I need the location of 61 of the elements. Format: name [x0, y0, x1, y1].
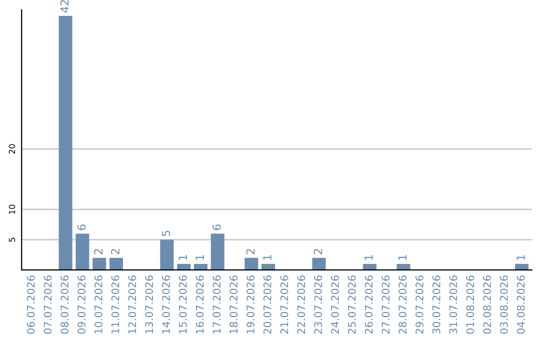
bar [76, 234, 90, 270]
data-label: 2 [314, 249, 322, 254]
x-tick-label: 03.08.2026 [500, 275, 508, 334]
bar [160, 240, 174, 270]
data-label: 1 [398, 255, 407, 260]
x-tick-label: 13.07.2026 [145, 275, 154, 334]
x-tick-label: 10.07.2026 [94, 275, 102, 334]
x-tick-label: 15.07.2026 [178, 275, 187, 334]
x-tick-label: 06.07.2026 [26, 275, 35, 334]
y-tick-label: 5 [8, 238, 16, 242]
x-tick-label: 27.07.2026 [382, 275, 390, 334]
bar [262, 264, 276, 270]
x-tick-label: 08.07.2026 [60, 275, 69, 334]
x-tick-label: 21.07.2026 [280, 275, 288, 334]
x-tick-label: 02.08.2026 [483, 275, 491, 334]
bar [210, 234, 224, 270]
x-tick-label: 22.07.2026 [297, 275, 306, 334]
x-tick-label: 16.07.2026 [196, 275, 204, 334]
x-tick-label: 01.08.2026 [466, 275, 474, 334]
x-tick-label: 31.07.2026 [449, 275, 458, 334]
data-label: 1 [196, 255, 204, 260]
y-tick-label: 20 [8, 144, 16, 154]
x-tick-label: 23.07.2026 [314, 275, 322, 334]
data-label: 5 [162, 230, 170, 236]
x-tick-label: 14.07.2026 [162, 275, 170, 334]
bar [362, 264, 376, 270]
x-tick-label: 12.07.2026 [128, 275, 136, 334]
data-label: 1 [516, 255, 525, 260]
y-tick-label: 10 [8, 204, 16, 214]
bar [58, 16, 72, 270]
bar [515, 264, 529, 270]
data-label: 1 [263, 255, 272, 260]
data-label: 6 [77, 224, 86, 230]
data-label: 2 [111, 249, 120, 254]
data-label: 2 [246, 249, 254, 254]
x-tick-label: 19.07.2026 [246, 275, 254, 334]
data-label: 42 [60, 0, 69, 13]
x-tick-label: 28.07.2026 [398, 275, 407, 334]
x-tick-label: 30.07.2026 [432, 275, 440, 334]
data-label: 6 [212, 224, 221, 230]
x-tick-label: 07.07.2026 [44, 275, 52, 334]
x-tick-label: 26.07.2026 [364, 275, 373, 334]
bar [92, 258, 106, 270]
x-tick-label: 18.07.2026 [230, 275, 238, 334]
x-tick-label: 25.07.2026 [348, 275, 356, 334]
data-label: 1 [178, 255, 187, 260]
x-tick-label: 04.08.2026 [516, 275, 525, 334]
x-tick-label: 24.07.2026 [331, 275, 339, 334]
x-tick-label: 20.07.2026 [263, 275, 272, 334]
x-tick-label: 09.07.2026 [78, 275, 86, 334]
bar [177, 264, 191, 270]
bar [244, 258, 258, 270]
bar [194, 264, 208, 270]
data-label: 2 [94, 249, 102, 254]
x-tick-label: 29.07.2026 [416, 275, 424, 334]
x-tick-label: 17.07.2026 [212, 275, 221, 334]
x-tick-label: 11.07.2026 [111, 275, 120, 334]
bar [312, 258, 326, 270]
bar [109, 258, 123, 270]
data-label: 1 [364, 255, 373, 260]
bar [396, 264, 410, 270]
